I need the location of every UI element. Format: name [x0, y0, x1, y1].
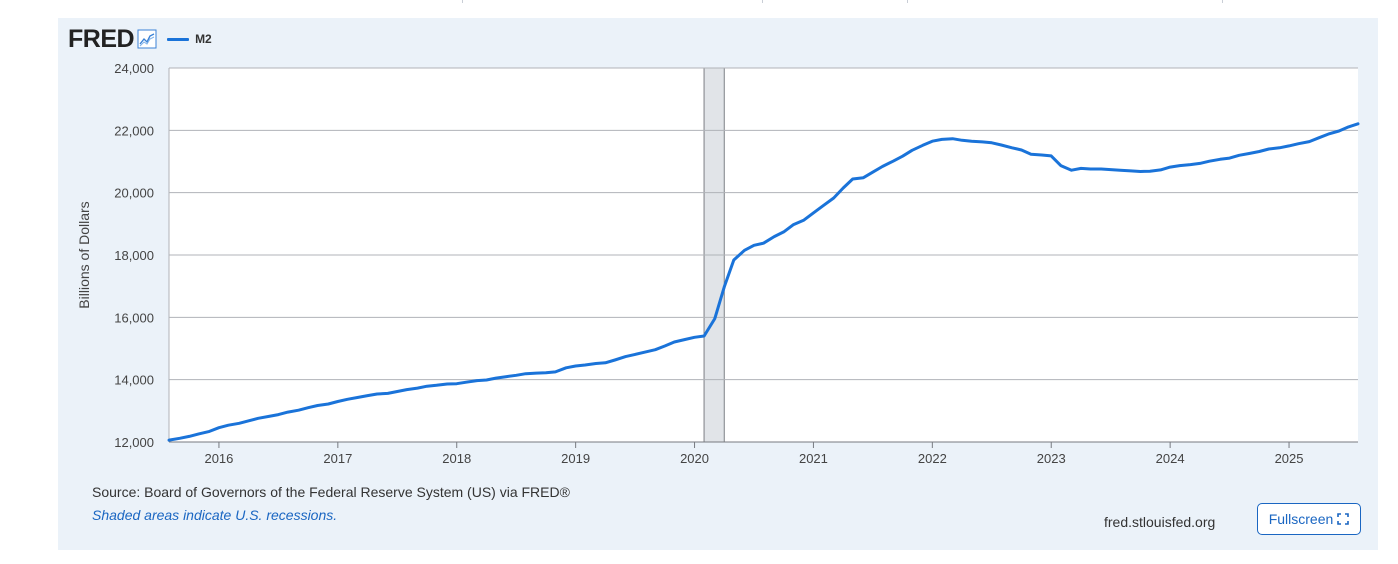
x-tick-label: 2024 — [1156, 451, 1185, 466]
x-tick-label: 2019 — [561, 451, 590, 466]
fullscreen-button[interactable]: Fullscreen — [1257, 503, 1361, 535]
x-tick-label: 2016 — [204, 451, 233, 466]
y-tick-label: 18,000 — [114, 248, 154, 263]
y-tick-label: 16,000 — [114, 310, 154, 325]
fred-logo[interactable]: FRED — [68, 24, 135, 53]
graph-header: FRED M2 — [68, 24, 212, 53]
site-url: fred.stlouisfed.org — [1104, 514, 1216, 530]
y-tick-label: 12,000 — [114, 435, 154, 450]
legend-swatch — [167, 37, 190, 41]
expand-icon — [1337, 513, 1350, 525]
source-note: Source: Board of Governors of the Federa… — [92, 484, 570, 500]
top-divider — [462, 0, 463, 3]
x-tick-label: 2020 — [680, 451, 709, 466]
series-line-m2 — [167, 122, 1360, 442]
legend-label: M2 — [195, 32, 212, 46]
x-tick-label: 2018 — [442, 451, 471, 466]
y-tick-label: 14,000 — [114, 373, 154, 388]
x-tick-label: 2025 — [1275, 451, 1304, 466]
x-tick-label: 2017 — [323, 451, 352, 466]
top-divider — [907, 0, 908, 3]
legend[interactable]: M2 — [167, 32, 212, 46]
top-divider — [762, 0, 763, 3]
fullscreen-label: Fullscreen — [1268, 511, 1334, 527]
x-tick-label: 2023 — [1037, 451, 1066, 466]
y-tick-label: 22,000 — [114, 123, 154, 138]
x-tick-label: 2021 — [799, 451, 828, 466]
chart-line-icon — [137, 29, 157, 49]
x-tick-label: 2022 — [918, 451, 947, 466]
y-tick-label: 20,000 — [114, 186, 154, 201]
recession-note: Shaded areas indicate U.S. recessions. — [92, 507, 338, 523]
top-divider — [1222, 0, 1223, 3]
y-tick-label: 24,000 — [114, 61, 154, 76]
